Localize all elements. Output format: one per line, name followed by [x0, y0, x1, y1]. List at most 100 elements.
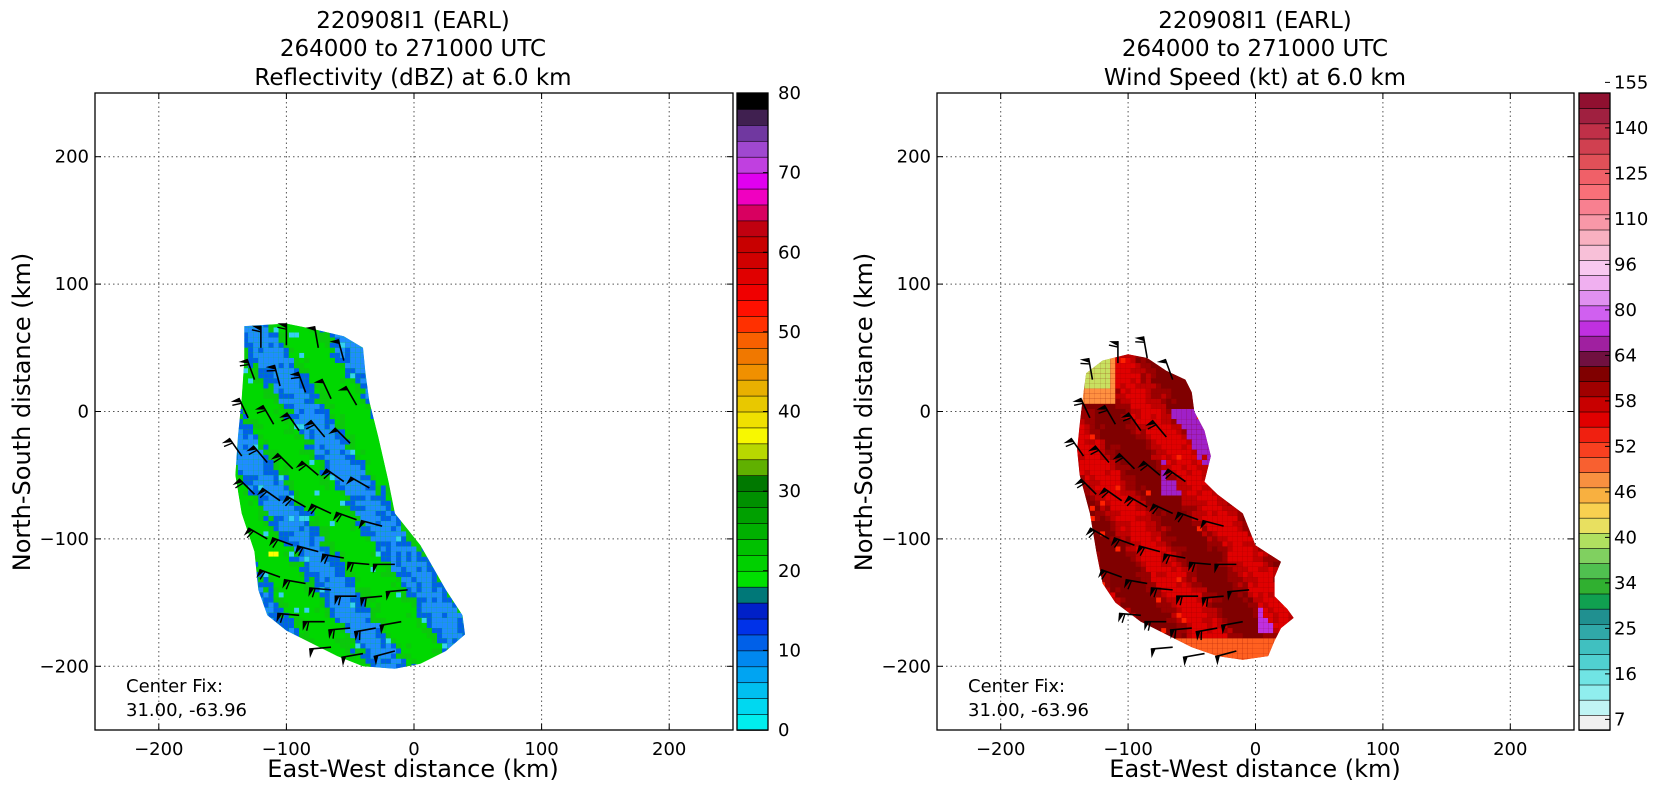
field-cell [340, 373, 345, 379]
field-cell [289, 536, 294, 542]
field-cell [273, 607, 279, 613]
field-cell [380, 536, 386, 542]
field-cell [243, 500, 248, 506]
field-cell [243, 332, 248, 338]
field-cell [237, 500, 243, 506]
field-cell [442, 638, 448, 644]
field-cell [1084, 429, 1090, 435]
field-cell [375, 607, 381, 613]
field-cell [334, 409, 340, 414]
field-cell [370, 648, 376, 654]
field-cell [345, 628, 351, 634]
field-cell [406, 587, 412, 593]
field-cell [314, 352, 320, 358]
field-cell [1084, 485, 1090, 491]
field-cell [365, 500, 371, 506]
field-cell [273, 409, 279, 414]
field-cell [1115, 439, 1121, 445]
wind-barb [353, 627, 376, 641]
colorbar-segment [736, 713, 769, 731]
field-cell [299, 633, 305, 639]
field-cell [375, 577, 381, 583]
field-cell [309, 378, 315, 384]
field-cell [370, 526, 376, 532]
field-cell [294, 363, 300, 369]
field-cell [1110, 561, 1116, 567]
field-cell [345, 541, 351, 547]
field-cell [294, 470, 300, 476]
colorbar-segment [736, 395, 769, 413]
wind-barb [289, 371, 307, 393]
field-cell [355, 505, 361, 511]
field-cell [350, 424, 356, 430]
field-cell [273, 419, 279, 425]
field-cell [253, 480, 259, 486]
field-cell [278, 409, 284, 414]
field-cell [416, 648, 422, 654]
field-cell [329, 521, 335, 527]
field-cell [309, 363, 315, 369]
field-cell [431, 643, 437, 649]
field-cell [365, 572, 371, 577]
field-cell [350, 597, 356, 603]
field-cell [1125, 465, 1131, 470]
field-cell [416, 602, 422, 608]
field-cell [385, 638, 391, 644]
barb-feather [256, 409, 266, 414]
field-cell [314, 332, 320, 338]
field-cell [442, 587, 448, 593]
field-cell [385, 526, 391, 532]
field-cell [355, 617, 361, 623]
field-cell [360, 592, 366, 598]
field-cell [391, 643, 396, 649]
field-cell [263, 597, 269, 603]
barb-pennant [320, 468, 330, 477]
field-cell [426, 602, 432, 608]
field-cell [345, 337, 351, 343]
field-cell [299, 510, 305, 516]
field-cell [329, 363, 335, 369]
field-cell [355, 531, 361, 537]
field-cell [1100, 388, 1106, 394]
field-cell [319, 612, 325, 618]
field-cell [370, 495, 376, 501]
field-cell [345, 617, 351, 623]
field-cell [350, 587, 356, 593]
field-cell [1120, 597, 1126, 603]
field-cell [1125, 602, 1131, 608]
field-cell [258, 475, 264, 481]
field-cell [401, 628, 407, 634]
field-cell [278, 368, 284, 374]
field-cell [319, 352, 325, 358]
field-cell [1130, 378, 1136, 384]
field-cell [299, 623, 305, 628]
field-cell [401, 638, 407, 644]
field-cell [350, 566, 356, 572]
field-cell [1100, 516, 1106, 521]
field-cell [1125, 434, 1131, 440]
barb-pennant [305, 326, 316, 332]
field-cell [340, 414, 345, 419]
field-cell [1125, 485, 1131, 491]
field-cell [345, 607, 351, 613]
barb-feather [284, 498, 293, 507]
field-cell [248, 521, 254, 527]
field-cell [437, 597, 442, 603]
field-cell [360, 368, 366, 374]
field-cell [334, 347, 340, 353]
field-cell [334, 623, 340, 628]
field-cell [263, 459, 269, 465]
barb-pennant [251, 325, 261, 331]
field-cell [1130, 424, 1136, 430]
field-cell [1130, 592, 1136, 598]
field-cell [289, 572, 294, 577]
field-cell [299, 505, 305, 511]
field-cell [1125, 561, 1131, 567]
field-cell [355, 403, 361, 409]
field-cell [340, 602, 345, 608]
field-cell [273, 327, 279, 333]
field-cell [268, 373, 274, 379]
field-cell [360, 536, 366, 542]
field-cell [278, 398, 284, 404]
field-cell [340, 510, 345, 516]
